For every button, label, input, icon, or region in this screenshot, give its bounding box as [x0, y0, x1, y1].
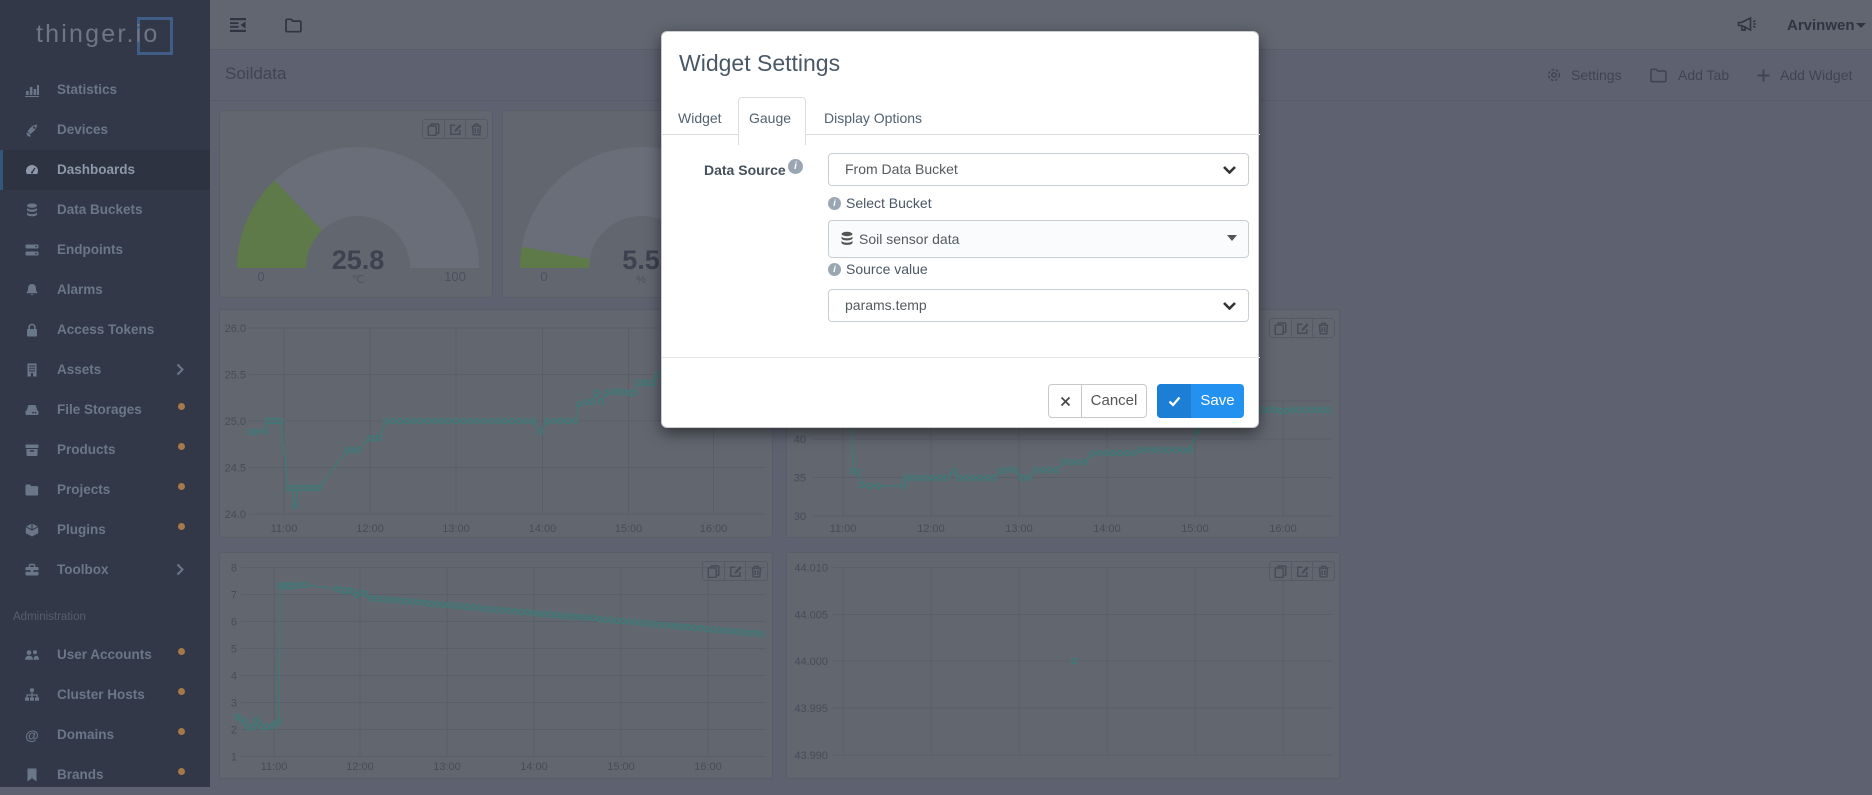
svg-text:15:00: 15:00 — [1181, 523, 1209, 535]
svg-text:7: 7 — [231, 590, 237, 602]
svg-text:12:00: 12:00 — [917, 523, 945, 535]
svg-text:43.995: 43.995 — [794, 703, 828, 715]
svg-text:14:00: 14:00 — [520, 761, 548, 773]
svg-text:1: 1 — [231, 752, 237, 764]
svg-text:44.005: 44.005 — [794, 610, 828, 622]
svg-text:13:00: 13:00 — [442, 523, 470, 535]
svg-text:13:00: 13:00 — [1005, 523, 1033, 535]
svg-text:0: 0 — [257, 269, 264, 284]
svg-text:44.010: 44.010 — [794, 563, 828, 575]
svg-text:14:00: 14:00 — [1093, 523, 1121, 535]
svg-text:100: 100 — [444, 269, 466, 284]
svg-text:24.5: 24.5 — [225, 463, 246, 475]
svg-text:25.0: 25.0 — [225, 416, 246, 428]
svg-text:4: 4 — [231, 671, 237, 683]
svg-text:35: 35 — [794, 473, 806, 485]
svg-text:11:00: 11:00 — [271, 523, 298, 535]
svg-text:℃: ℃ — [352, 274, 364, 286]
svg-text:24.0: 24.0 — [225, 509, 246, 521]
svg-text:8: 8 — [231, 563, 237, 575]
svg-text:25.5: 25.5 — [225, 370, 246, 382]
svg-text:40: 40 — [794, 434, 806, 446]
svg-text:12:00: 12:00 — [346, 761, 374, 773]
svg-text:13:00: 13:00 — [433, 761, 461, 773]
svg-text:0: 0 — [540, 269, 547, 284]
svg-text:%: % — [636, 274, 646, 286]
svg-text:16:00: 16:00 — [1269, 523, 1297, 535]
svg-text:15:00: 15:00 — [607, 761, 635, 773]
svg-text:43.990: 43.990 — [794, 750, 828, 762]
svg-text:44.000: 44.000 — [794, 656, 828, 668]
svg-text:30: 30 — [794, 511, 806, 523]
svg-text:@: @ — [25, 727, 39, 743]
svg-text:16:00: 16:00 — [694, 761, 722, 773]
svg-text:5.5: 5.5 — [622, 245, 660, 275]
svg-text:14:00: 14:00 — [529, 523, 557, 535]
svg-text:2: 2 — [231, 725, 237, 737]
svg-text:3: 3 — [231, 698, 237, 710]
svg-text:11:00: 11:00 — [261, 761, 288, 773]
svg-text:6: 6 — [231, 617, 237, 629]
svg-text:5: 5 — [231, 644, 237, 656]
svg-text:16:00: 16:00 — [700, 523, 728, 535]
svg-text:15:00: 15:00 — [615, 523, 643, 535]
svg-text:12:00: 12:00 — [356, 523, 384, 535]
svg-text:25.8: 25.8 — [332, 245, 385, 275]
svg-text:26.0: 26.0 — [225, 323, 246, 335]
svg-text:11:00: 11:00 — [830, 523, 857, 535]
